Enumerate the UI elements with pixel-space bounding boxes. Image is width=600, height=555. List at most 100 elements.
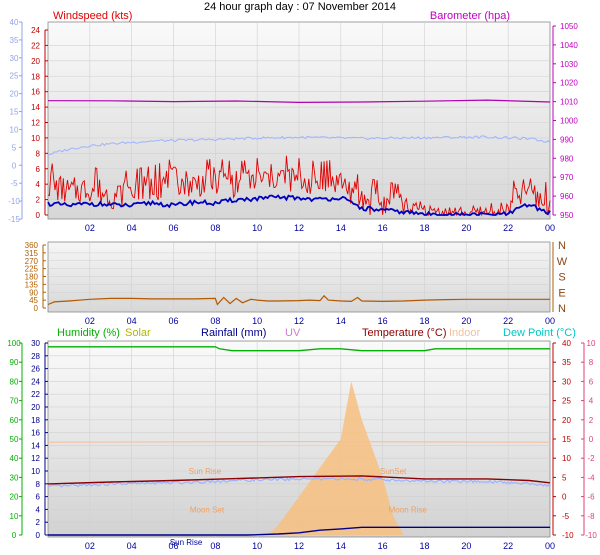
y-tick-label: 70 bbox=[10, 397, 19, 406]
y-tick-label: 15 bbox=[10, 108, 19, 117]
x-tick-label: 14 bbox=[336, 541, 346, 551]
y-tick-label: 8 bbox=[36, 149, 41, 158]
y-tick-label: 990 bbox=[560, 135, 574, 144]
x-tick-label: 22 bbox=[503, 541, 513, 551]
y-tick-label: 4 bbox=[589, 397, 594, 406]
y-tick-label: 960 bbox=[560, 192, 574, 201]
x-tick-label: 16 bbox=[378, 223, 388, 233]
y-tick-label: 1000 bbox=[560, 117, 578, 126]
y-tick-label: 135 bbox=[25, 280, 39, 289]
x-tick-label: 20 bbox=[461, 316, 471, 326]
windspeed-average-line bbox=[47, 194, 551, 217]
y-tick-label: 50 bbox=[10, 435, 19, 444]
x-tick-label: 10 bbox=[252, 316, 262, 326]
x-tick-label: 20 bbox=[461, 541, 471, 551]
x-tick-label: 08 bbox=[210, 316, 220, 326]
compass-tick-label: E bbox=[558, 287, 565, 299]
y-tick-label: 360 bbox=[25, 241, 39, 250]
x-tick-label: 12 bbox=[294, 316, 304, 326]
y-tick-label: 1020 bbox=[560, 79, 578, 88]
wind-direction-series bbox=[47, 294, 550, 306]
y-tick-label: -8 bbox=[587, 512, 595, 521]
y-tick-label: 8 bbox=[589, 358, 594, 367]
x-tick-label: 14 bbox=[336, 223, 346, 233]
y-tick-label: 18 bbox=[31, 416, 40, 425]
y-tick-label: 14 bbox=[31, 441, 40, 450]
y-tick-label: 6 bbox=[36, 493, 41, 502]
y-tick-label: 10 bbox=[587, 339, 596, 348]
x-tick-label: 22 bbox=[503, 223, 513, 233]
legend-solar: Solar bbox=[125, 327, 151, 339]
legend-rainfall: Rainfall (mm) bbox=[201, 327, 266, 339]
sun-moon-annotation: Moon Set bbox=[190, 505, 225, 514]
legend-dewpoint: Dew Point (°C) bbox=[503, 327, 576, 339]
temperature-line bbox=[47, 475, 551, 485]
y-tick-label: 24 bbox=[31, 26, 40, 35]
y-tick-label: 35 bbox=[562, 358, 571, 367]
y-tick-label: 90 bbox=[10, 358, 19, 367]
y-tick-label: 2 bbox=[36, 196, 41, 205]
x-tick-label: 00 bbox=[545, 316, 555, 326]
y-tick-label: 20 bbox=[31, 57, 40, 66]
y-tick-label: 270 bbox=[25, 257, 39, 266]
y-tick-label: 0 bbox=[12, 531, 17, 540]
x-tick-label: 14 bbox=[336, 316, 346, 326]
sun-moon-annotation: Sun Rise bbox=[189, 467, 222, 476]
y-tick-label: 5 bbox=[562, 473, 567, 482]
y-tick-label: 315 bbox=[25, 249, 39, 258]
y-tick-label: 180 bbox=[25, 273, 39, 282]
y-tick-label: 28 bbox=[31, 352, 40, 361]
y-tick-label: 1010 bbox=[560, 98, 578, 107]
y-tick-label: 950 bbox=[560, 211, 574, 220]
temp-humidity-legend: Humidity (%) Solar Rainfall (mm) UV Temp… bbox=[57, 327, 576, 339]
y-tick-label: 10 bbox=[10, 512, 19, 521]
y-tick-label: 14 bbox=[31, 103, 40, 112]
y-tick-label: 10 bbox=[562, 454, 571, 463]
x-tick-label: 10 bbox=[252, 223, 262, 233]
page-title: 24 hour graph day : 07 November 2014 bbox=[204, 1, 396, 13]
y-tick-label: -5 bbox=[10, 179, 18, 188]
y-tick-label: -4 bbox=[587, 473, 595, 482]
x-tick-label: 08 bbox=[210, 541, 220, 551]
y-tick-label: 20 bbox=[10, 493, 19, 502]
y-tick-label: 30 bbox=[31, 339, 40, 348]
y-tick-label: 40 bbox=[10, 18, 19, 27]
legend-humidity: Humidity (%) bbox=[57, 327, 120, 339]
y-tick-label: 30 bbox=[562, 377, 571, 386]
sun-moon-annotation: SunSet bbox=[380, 467, 407, 476]
x-tick-label: 02 bbox=[85, 541, 95, 551]
y-tick-label: 8 bbox=[36, 480, 41, 489]
y-tick-label: 10 bbox=[31, 134, 40, 143]
y-tick-label: 25 bbox=[562, 397, 571, 406]
y-tick-label: 12 bbox=[31, 119, 40, 128]
dewpoint-line bbox=[47, 476, 551, 488]
y-tick-label: 24 bbox=[31, 377, 40, 386]
wind-direction-panel: 02 04 06 08 10 12 14 16 18 20 22 000459013518022527… bbox=[25, 240, 568, 326]
x-tick-label: 08 bbox=[210, 223, 220, 233]
x-tick-label: 00 bbox=[545, 223, 555, 233]
y-tick-label: 60 bbox=[10, 416, 19, 425]
y-tick-label: 5 bbox=[12, 143, 17, 152]
dewpoint-faint-line bbox=[47, 135, 551, 156]
y-tick-label: 30 bbox=[10, 54, 19, 63]
x-tick-label: 12 bbox=[294, 223, 304, 233]
x-tick-label: 16 bbox=[378, 316, 388, 326]
y-tick-label: 40 bbox=[562, 339, 571, 348]
temp-humidity-axes: 02 04 06 08 10 12 14 16 18 20 22 000102030405060708… bbox=[7, 339, 597, 551]
y-tick-label: -15 bbox=[8, 215, 20, 224]
x-tick-label: 06 bbox=[168, 316, 178, 326]
x-tick-label: 04 bbox=[127, 223, 137, 233]
wind-direction-axes: 02 04 06 08 10 12 14 16 18 20 22 000459013518022527… bbox=[25, 240, 568, 326]
y-tick-label: 22 bbox=[31, 390, 40, 399]
y-tick-label: 0 bbox=[34, 304, 39, 313]
compass-tick-label: S bbox=[558, 272, 565, 284]
windspeed-axis-title: Windspeed (kts) bbox=[53, 10, 132, 22]
y-tick-label: 4 bbox=[36, 505, 41, 514]
y-tick-label: 10 bbox=[31, 467, 40, 476]
y-tick-label: 0 bbox=[562, 493, 567, 502]
solar-area bbox=[48, 381, 550, 535]
x-tick-label: 22 bbox=[503, 316, 513, 326]
x-tick-label: 06 bbox=[168, 541, 178, 551]
x-tick-label: 10 bbox=[252, 541, 262, 551]
